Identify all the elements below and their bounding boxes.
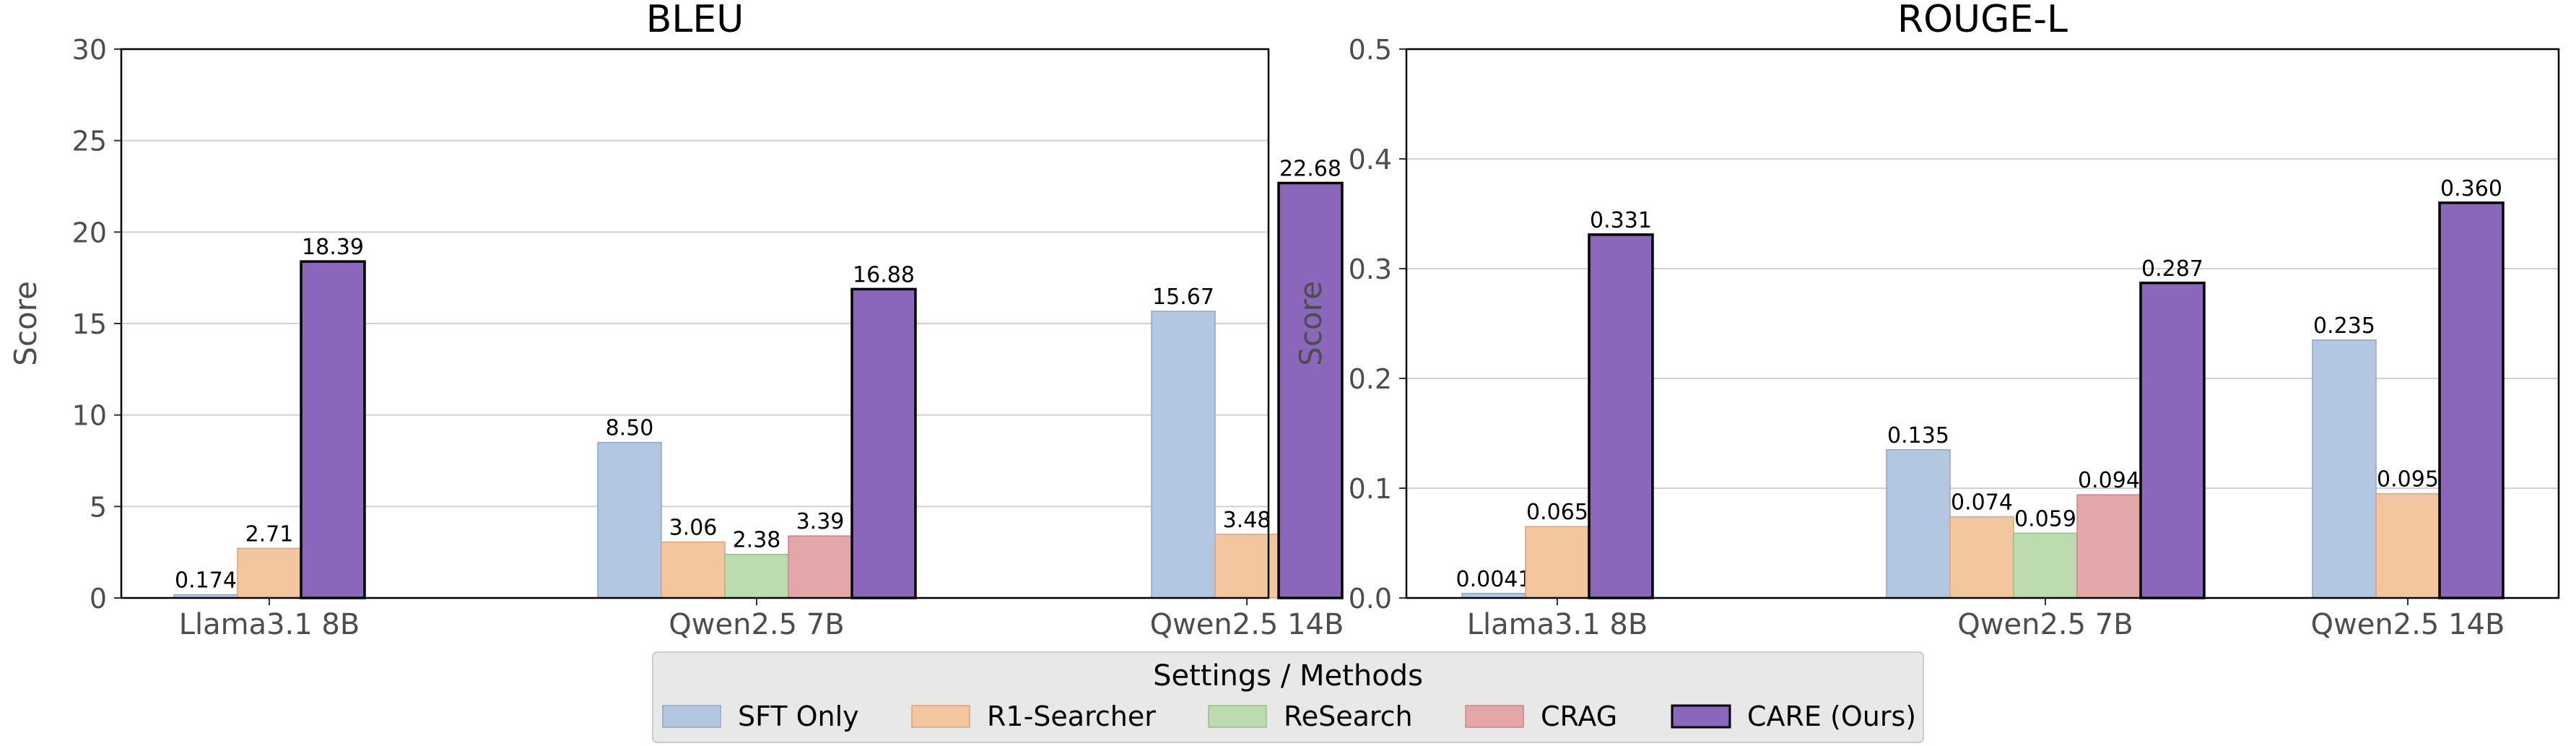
legend-label-care-ours: CARE (Ours) [1747, 701, 1916, 732]
data-label: 16.88 [853, 262, 915, 287]
bar-sft-only-qwen2-5-7b [597, 441, 662, 599]
rouge-l-panel: ROUGE-L Score 0.0 0.1 0.2 0.3 0.4 0.5 0.0041 0.06… [1293, 0, 2560, 641]
x-tick-label: Qwen2.5 7B [1957, 608, 2133, 641]
data-label: 0.360 [2440, 176, 2502, 201]
bar-r1-searcher-llama3-1-8b [237, 547, 302, 599]
x-tick-label: Qwen2.5 14B [1150, 608, 1344, 641]
legend: Settings / Methods SFT Only R1-Searcher Re… [652, 651, 1924, 743]
y-tick-label: 0.1 [1349, 473, 1392, 505]
bar-sft-only-qwen2-5-14b [2312, 339, 2377, 599]
data-label: 0.065 [1526, 500, 1588, 525]
legend-swatch-care-ours [1671, 704, 1731, 729]
bar-care-ours-qwen2-5-7b [850, 287, 917, 599]
legend-label-research: ReSearch [1284, 701, 1413, 732]
legend-swatch-crag [1465, 705, 1524, 728]
y-tick-label: 30 [72, 34, 107, 66]
y-tick-label: 0.0 [1349, 583, 1392, 615]
bleu-panel: BLEU Score 0 5 10 15 20 25 30 0.174 2.71 18.39 Llama… [8, 0, 1344, 641]
bar-care-ours-llama3-1-8b [1588, 233, 1654, 599]
y-tick-label: 25 [72, 126, 107, 157]
x-tick-label: Llama3.1 8B [179, 608, 360, 641]
data-label: 0.174 [175, 568, 237, 594]
y-tick-label: 0.2 [1349, 363, 1392, 395]
data-label: 0.059 [2014, 506, 2076, 532]
bar-r1-searcher-llama3-1-8b [1525, 526, 1590, 599]
bar-r1-searcher-qwen2-5-7b [1949, 516, 2014, 599]
y-tick-label: 0.5 [1349, 34, 1392, 66]
data-label: 8.50 [606, 416, 654, 441]
bar-care-ours-qwen2-5-14b [1277, 181, 1344, 599]
data-label: 3.06 [669, 515, 718, 540]
data-label: 2.71 [245, 521, 294, 547]
legend-swatch-research [1208, 705, 1267, 728]
bar-r1-searcher-qwen2-5-7b [661, 541, 726, 599]
y-axis-label: Score [8, 281, 43, 366]
bar-research-qwen2-5-7b [2013, 532, 2078, 599]
y-tick-label: 0.3 [1349, 253, 1392, 285]
bar-crag-qwen2-5-7b [788, 535, 853, 599]
chart-title: BLEU [646, 0, 744, 41]
y-tick-label: 15 [72, 308, 107, 340]
data-label: 0.0041 [1456, 567, 1532, 592]
bar-crag-qwen2-5-7b [2076, 494, 2141, 599]
data-label: 15.67 [1152, 285, 1214, 310]
bar-care-ours-qwen2-5-7b [2139, 282, 2206, 599]
data-label: 2.38 [733, 528, 781, 553]
legend-title: Settings / Methods [1153, 659, 1423, 693]
x-tick-label: Qwen2.5 14B [2311, 608, 2505, 641]
legend-label-crag: CRAG [1541, 701, 1617, 732]
legend-items: SFT Only R1-Searcher ReSearch CRAG CARE (Our… [662, 701, 1916, 732]
y-axis-label: Score [1293, 281, 1328, 366]
y-tick-label: 5 [90, 491, 107, 523]
data-label: 0.094 [2078, 468, 2140, 493]
y-tick-label: 10 [72, 400, 107, 432]
y-tick-label: 0 [90, 583, 107, 615]
data-label: 0.331 [1590, 208, 1652, 233]
bar-sft-only-qwen2-5-7b [1886, 449, 1951, 599]
data-label: 22.68 [1279, 156, 1341, 181]
legend-swatch-r1-searcher [911, 705, 970, 728]
legend-label-sft-only: SFT Only [738, 701, 859, 732]
y-tick-label: 0.4 [1349, 144, 1392, 175]
chart-title: ROUGE-L [1897, 0, 2068, 41]
bar-care-ours-qwen2-5-14b [2438, 201, 2505, 599]
x-tick-label: Llama3.1 8B [1467, 608, 1648, 641]
legend-frame [652, 651, 1924, 743]
data-label: 0.074 [1951, 490, 2013, 516]
bar-care-ours-llama3-1-8b [300, 260, 366, 599]
x-tick-label: Qwen2.5 7B [669, 608, 844, 641]
data-label: 0.235 [2313, 313, 2375, 339]
bar-research-qwen2-5-7b [724, 553, 789, 599]
bar-r1-searcher-qwen2-5-14b [2375, 493, 2440, 599]
data-label: 0.095 [2377, 467, 2439, 493]
data-label: 3.48 [1223, 508, 1271, 533]
legend-swatch-sft-only [662, 705, 721, 728]
data-label: 18.39 [302, 235, 364, 260]
plot-frame [1405, 48, 2560, 599]
plot-frame [120, 48, 1270, 599]
data-label: 0.135 [1887, 423, 1949, 448]
y-tick-label: 20 [72, 217, 107, 248]
bar-sft-only-qwen2-5-14b [1151, 311, 1216, 599]
legend-label-r1-searcher: R1-Searcher [987, 701, 1156, 732]
data-label: 3.39 [796, 509, 845, 534]
data-label: 0.287 [2141, 256, 2203, 282]
